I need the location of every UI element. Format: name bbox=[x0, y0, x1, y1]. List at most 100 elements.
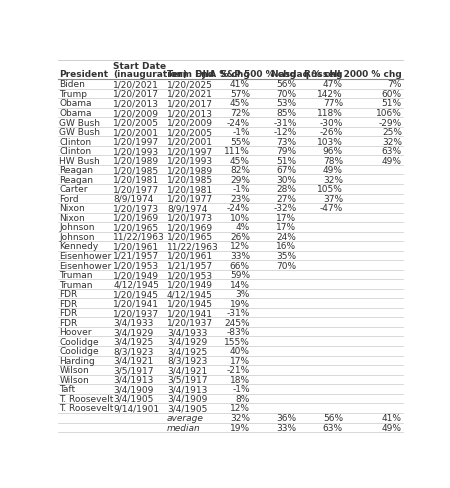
Text: 36%: 36% bbox=[276, 413, 297, 422]
Text: 41%: 41% bbox=[382, 413, 402, 422]
Text: Nixon: Nixon bbox=[59, 204, 85, 213]
Text: 57%: 57% bbox=[230, 90, 250, 99]
Text: 1/20/1949: 1/20/1949 bbox=[167, 280, 213, 289]
Text: 1/20/1937: 1/20/1937 bbox=[113, 308, 159, 318]
Text: 14%: 14% bbox=[230, 280, 250, 289]
Text: 1/20/2009: 1/20/2009 bbox=[113, 109, 159, 118]
Text: Nasdaq % chg: Nasdaq % chg bbox=[271, 70, 343, 79]
Text: 1/20/2013: 1/20/2013 bbox=[113, 99, 159, 108]
Text: 56%: 56% bbox=[323, 413, 343, 422]
Text: 40%: 40% bbox=[230, 346, 250, 356]
Text: 19%: 19% bbox=[230, 299, 250, 308]
Text: S&P 500 % chg: S&P 500 % chg bbox=[220, 70, 297, 79]
Text: Truman: Truman bbox=[59, 280, 93, 289]
Text: FDR: FDR bbox=[59, 289, 78, 299]
Text: -1%: -1% bbox=[232, 385, 250, 394]
Text: 7%: 7% bbox=[387, 80, 402, 89]
Text: GW Bush: GW Bush bbox=[59, 128, 100, 137]
Text: 1/21/1957: 1/21/1957 bbox=[113, 251, 159, 261]
Text: 16%: 16% bbox=[276, 242, 297, 251]
Text: 96%: 96% bbox=[323, 147, 343, 156]
Text: 1/20/1977: 1/20/1977 bbox=[167, 194, 213, 203]
Text: 45%: 45% bbox=[230, 99, 250, 108]
Text: 8/3/1923: 8/3/1923 bbox=[113, 346, 153, 356]
Text: (inauguration): (inauguration) bbox=[113, 70, 187, 79]
Text: FDR: FDR bbox=[59, 308, 78, 318]
Text: 8/9/1974: 8/9/1974 bbox=[167, 204, 207, 213]
Text: 1/21/1957: 1/21/1957 bbox=[167, 261, 213, 270]
Text: 73%: 73% bbox=[276, 137, 297, 146]
Text: FDR: FDR bbox=[59, 318, 78, 327]
Text: Wilson: Wilson bbox=[59, 375, 89, 384]
Text: median: median bbox=[167, 423, 201, 432]
Text: 26%: 26% bbox=[230, 232, 250, 242]
Text: -24%: -24% bbox=[227, 118, 250, 127]
Text: 3/5/1917: 3/5/1917 bbox=[167, 375, 207, 384]
Text: Taft: Taft bbox=[59, 385, 76, 394]
Text: 3/5/1917: 3/5/1917 bbox=[113, 366, 154, 375]
Text: 1/20/1969: 1/20/1969 bbox=[113, 213, 159, 223]
Text: 1/20/2017: 1/20/2017 bbox=[167, 99, 213, 108]
Text: 49%: 49% bbox=[323, 166, 343, 175]
Text: 1/20/1997: 1/20/1997 bbox=[167, 147, 213, 156]
Text: 1/20/2021: 1/20/2021 bbox=[167, 90, 213, 99]
Text: 55%: 55% bbox=[230, 137, 250, 146]
Text: Kennedy: Kennedy bbox=[59, 242, 99, 251]
Text: 1/20/1981: 1/20/1981 bbox=[167, 185, 213, 194]
Text: Wilson: Wilson bbox=[59, 366, 89, 375]
Text: Johnson: Johnson bbox=[59, 232, 95, 242]
Text: 3/4/1921: 3/4/1921 bbox=[113, 356, 153, 365]
Text: 1/20/1993: 1/20/1993 bbox=[113, 147, 159, 156]
Text: Harding: Harding bbox=[59, 356, 95, 365]
Text: 1/20/2005: 1/20/2005 bbox=[167, 128, 213, 137]
Text: 1/20/2005: 1/20/2005 bbox=[113, 118, 159, 127]
Text: -24%: -24% bbox=[227, 204, 250, 213]
Text: 32%: 32% bbox=[382, 137, 402, 146]
Text: 70%: 70% bbox=[276, 261, 297, 270]
Text: 33%: 33% bbox=[276, 423, 297, 432]
Text: 29%: 29% bbox=[230, 175, 250, 184]
Text: 1/20/1961: 1/20/1961 bbox=[167, 251, 213, 261]
Text: Obama: Obama bbox=[59, 109, 92, 118]
Text: 8/3/1923: 8/3/1923 bbox=[167, 356, 207, 365]
Text: Nixon: Nixon bbox=[59, 213, 85, 223]
Text: -31%: -31% bbox=[273, 118, 297, 127]
Text: 17%: 17% bbox=[276, 213, 297, 223]
Text: 3/4/1933: 3/4/1933 bbox=[167, 327, 207, 337]
Text: 1/20/1997: 1/20/1997 bbox=[113, 137, 159, 146]
Text: Carter: Carter bbox=[59, 185, 88, 194]
Text: 8%: 8% bbox=[235, 394, 250, 403]
Text: Ford: Ford bbox=[59, 194, 79, 203]
Text: -21%: -21% bbox=[227, 366, 250, 375]
Text: 63%: 63% bbox=[382, 147, 402, 156]
Text: 11/22/1963: 11/22/1963 bbox=[113, 232, 165, 242]
Text: Obama: Obama bbox=[59, 99, 92, 108]
Text: 1/20/1965: 1/20/1965 bbox=[113, 223, 159, 232]
Text: 1/20/1937: 1/20/1937 bbox=[167, 318, 213, 327]
Text: 66%: 66% bbox=[230, 261, 250, 270]
Text: -1%: -1% bbox=[232, 128, 250, 137]
Text: 12%: 12% bbox=[230, 404, 250, 413]
Text: President: President bbox=[59, 70, 108, 79]
Text: 59%: 59% bbox=[230, 270, 250, 280]
Text: 3/4/1933: 3/4/1933 bbox=[113, 318, 153, 327]
Text: 1/20/2013: 1/20/2013 bbox=[167, 109, 213, 118]
Text: Biden: Biden bbox=[59, 80, 85, 89]
Text: -47%: -47% bbox=[320, 204, 343, 213]
Text: 3/4/1921: 3/4/1921 bbox=[167, 366, 207, 375]
Text: -30%: -30% bbox=[320, 118, 343, 127]
Text: 3/4/1929: 3/4/1929 bbox=[167, 337, 207, 346]
Text: 30%: 30% bbox=[276, 175, 297, 184]
Text: 67%: 67% bbox=[276, 166, 297, 175]
Text: Eisenhower: Eisenhower bbox=[59, 261, 112, 270]
Text: 1/20/2021: 1/20/2021 bbox=[113, 80, 159, 89]
Text: 51%: 51% bbox=[382, 99, 402, 108]
Text: 1/20/1985: 1/20/1985 bbox=[113, 166, 159, 175]
Text: Term End: Term End bbox=[167, 70, 214, 79]
Text: 1/20/1945: 1/20/1945 bbox=[167, 299, 213, 308]
Text: 1/20/1953: 1/20/1953 bbox=[113, 261, 159, 270]
Text: 72%: 72% bbox=[230, 109, 250, 118]
Text: Reagan: Reagan bbox=[59, 175, 94, 184]
Text: 25%: 25% bbox=[382, 128, 402, 137]
Text: 3/4/1913: 3/4/1913 bbox=[113, 375, 153, 384]
